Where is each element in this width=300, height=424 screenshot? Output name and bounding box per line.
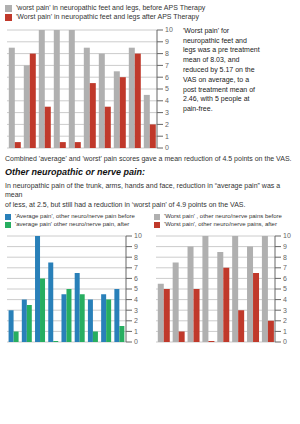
- svg-text:2: 2: [134, 317, 138, 324]
- html-text:'worst pain' in neuropathic fe: 'worst pain' in neuropathic feet and leg…: [16, 4, 206, 11]
- html-text:'Worst pain' , other neuro/ner: 'Worst pain' , other neuro/nerve pains b…: [164, 213, 282, 220]
- svg-text:9: 9: [165, 38, 169, 45]
- svg-text:8: 8: [283, 253, 287, 260]
- html-text:In neuropathic pain of the tru: In neuropathic pain of the trunk, arms, …: [5, 181, 281, 208]
- svg-text:9: 9: [134, 243, 138, 250]
- svg-text:2: 2: [283, 317, 287, 324]
- svg-text:9: 9: [283, 243, 287, 250]
- html-text:'Worst pain', other neuro/nerv: 'Worst pain', other neuro/nerve pains, a…: [164, 221, 277, 228]
- svg-text:10: 10: [165, 26, 173, 33]
- svg-text:4: 4: [283, 296, 287, 303]
- svg-text:7: 7: [134, 264, 138, 271]
- svg-text:8: 8: [134, 253, 138, 260]
- html-text:'Worst pain' in neuropathic fe: 'Worst pain' in neuropathic feet and leg…: [16, 13, 199, 21]
- svg-text:5: 5: [283, 285, 287, 292]
- svg-text:4: 4: [134, 296, 138, 303]
- svg-text:5: 5: [165, 85, 169, 92]
- svg-text:5: 5: [134, 285, 138, 292]
- svg-text:6: 6: [283, 274, 287, 281]
- svg-text:2: 2: [165, 121, 169, 128]
- svg-text:6: 6: [134, 274, 138, 281]
- html-text:Combined 'average' and 'worst': Combined 'average' and 'worst' pain scor…: [5, 154, 292, 162]
- svg-text:8: 8: [165, 50, 169, 57]
- svg-text:1: 1: [165, 132, 169, 139]
- svg-text:6: 6: [165, 73, 169, 80]
- html-text:'Worst pain' for neuropathic f: 'Worst pain' for neuropathic feet and le…: [183, 26, 260, 113]
- svg-text:4: 4: [165, 97, 169, 104]
- html-text:'average pain' other neuro/ner: 'average pain' other neuro/nerve pain, a…: [15, 221, 130, 228]
- svg-text:1: 1: [283, 327, 287, 334]
- svg-text:7: 7: [165, 62, 169, 69]
- svg-text:1: 1: [134, 327, 138, 334]
- html-text:'Average pain', other neuro/ne: 'Average pain', other neuro/nerve pain b…: [15, 213, 135, 220]
- svg-text:0: 0: [283, 338, 287, 344]
- svg-text:7: 7: [283, 264, 287, 271]
- svg-text:0: 0: [165, 144, 169, 150]
- svg-text:3: 3: [283, 306, 287, 313]
- svg-text:0: 0: [134, 338, 138, 344]
- svg-text:3: 3: [134, 306, 138, 313]
- svg-text:3: 3: [165, 109, 169, 116]
- svg-text:10: 10: [283, 232, 291, 239]
- html-text:Other neuropathic or nerve pai: Other neuropathic or nerve pain:: [5, 166, 145, 177]
- svg-text:10: 10: [134, 232, 142, 239]
